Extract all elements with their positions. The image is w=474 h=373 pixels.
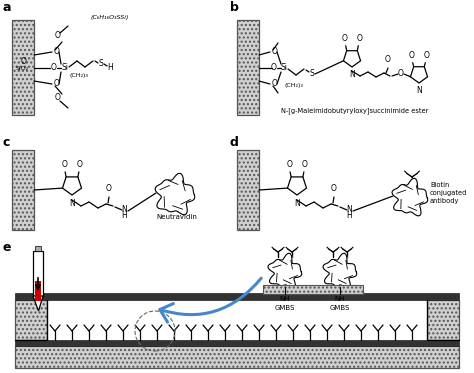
FancyArrowPatch shape [160,278,261,322]
Text: d: d [230,136,239,149]
Text: GMBS: GMBS [275,305,295,311]
Text: S: S [310,69,314,78]
Text: Si: Si [62,63,69,72]
Text: O: O [302,160,308,169]
Text: O: O [331,184,337,193]
Text: N: N [294,198,300,207]
Polygon shape [323,253,357,289]
Text: O: O [398,69,404,78]
Text: H: H [107,63,113,72]
Text: O: O [77,160,83,169]
Text: O: O [385,55,391,64]
Text: (CH₂)₃: (CH₂)₃ [70,73,89,78]
Text: N-[g-Maleimidobutyryloxy]succinimide ester: N-[g-Maleimidobutyryloxy]succinimide est… [281,108,428,115]
Text: O: O [356,34,362,43]
Bar [12,20,34,115]
Text: O: O [272,47,278,56]
Text: O: O [271,63,277,72]
Text: N: N [349,70,355,79]
Text: S: S [99,60,103,69]
Bar [237,150,259,230]
Text: b: b [230,1,239,14]
Text: O: O [54,47,60,56]
Bar [35,246,41,251]
Text: H: H [121,211,127,220]
Text: Si: Si [281,63,288,72]
Polygon shape [268,253,302,289]
Text: c: c [3,136,10,149]
Text: GMBS: GMBS [330,305,350,311]
Text: NH: NH [335,296,345,302]
Text: O: O [423,51,429,60]
Bar [12,150,34,230]
Text: Neutravidin: Neutravidin [156,214,198,220]
Bar [15,340,459,346]
Bar [35,281,41,301]
Bar [15,293,459,300]
Text: O: O [51,63,57,72]
Text: O: O [409,51,415,60]
Polygon shape [155,173,195,215]
Text: O: O [342,34,347,43]
Polygon shape [392,178,428,216]
Text: a: a [3,1,11,14]
Text: O: O [55,94,61,103]
Text: O: O [55,31,61,40]
Bar [263,285,363,294]
Text: N: N [121,206,127,214]
Text: O: O [106,184,112,193]
Text: (CH₂)₃: (CH₂)₃ [284,82,303,88]
Bar [237,20,259,115]
Text: N: N [69,198,75,207]
Text: O: O [286,160,292,169]
Text: O: O [61,160,67,169]
Text: Biotin
conjugated
antibody: Biotin conjugated antibody [430,182,467,204]
Polygon shape [33,296,43,311]
Bar [33,251,43,296]
Bar [15,300,47,340]
Text: N: N [346,206,352,214]
Text: e: e [3,241,11,254]
Bar [15,346,459,368]
Text: SiO₂: SiO₂ [16,66,28,70]
Bar [47,300,427,340]
Text: N: N [416,86,422,95]
Text: NH: NH [280,296,290,302]
Text: O: O [54,79,60,88]
Text: O: O [21,56,27,66]
Text: H: H [346,211,352,220]
Text: (C₆H₁₆O₃SSi): (C₆H₁₆O₃SSi) [91,16,129,21]
Bar [427,300,459,340]
Text: O: O [272,79,278,88]
